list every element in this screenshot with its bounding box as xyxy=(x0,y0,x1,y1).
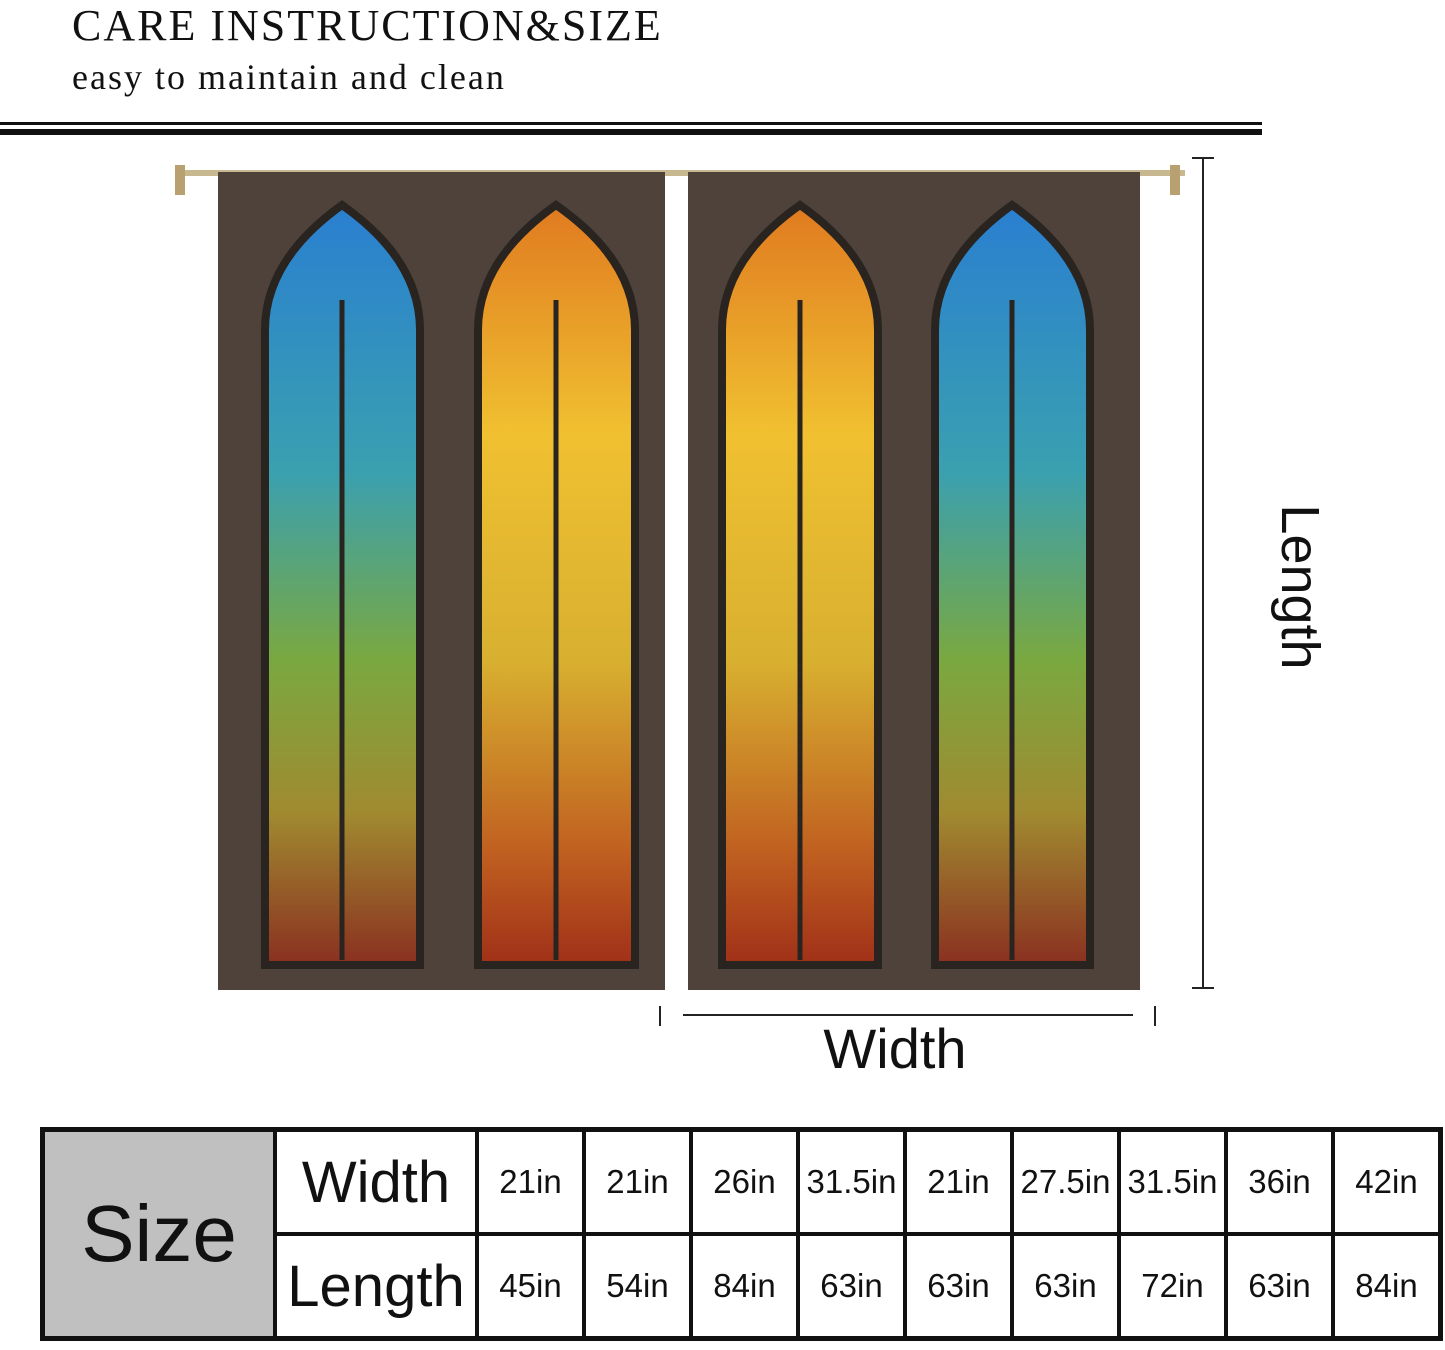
length-cell: 84in xyxy=(689,1232,800,1341)
width-cell: 21in xyxy=(903,1127,1014,1236)
width-row-label: Width xyxy=(273,1127,479,1236)
width-label: Width xyxy=(823,1017,967,1080)
size-table: Size Width 21in 21in 26in 31.5in 21in 27… xyxy=(40,1127,1443,1341)
width-cell: 27.5in xyxy=(1010,1127,1121,1236)
page-subtitle: easy to maintain and clean xyxy=(72,57,506,97)
length-row-label: Length xyxy=(273,1232,479,1341)
length-dimension-line xyxy=(1192,157,1214,989)
length-cell: 63in xyxy=(903,1232,1014,1341)
table-row: Length 45in 54in 84in 63in 63in 63in 72i… xyxy=(43,1232,1443,1341)
curtain-rod xyxy=(175,165,1185,195)
width-cell: 26in xyxy=(689,1127,800,1236)
size-header: Size xyxy=(40,1127,277,1341)
curtain-panel-left xyxy=(218,172,665,990)
width-cell: 36in xyxy=(1224,1127,1335,1236)
width-cell: 21in xyxy=(475,1127,586,1236)
length-cell: 63in xyxy=(1010,1232,1121,1341)
width-cell: 31.5in xyxy=(796,1127,907,1236)
width-cell: 31.5in xyxy=(1117,1127,1228,1236)
width-cell: 21in xyxy=(582,1127,693,1236)
length-cell: 63in xyxy=(796,1232,907,1341)
length-label: Length xyxy=(1270,504,1330,670)
divider xyxy=(0,129,1262,135)
table-row: Size Width 21in 21in 26in 31.5in 21in 27… xyxy=(40,1127,1443,1341)
width-dimension-line xyxy=(659,1006,1156,1026)
length-cell: 45in xyxy=(475,1232,586,1341)
length-cell: 72in xyxy=(1117,1232,1228,1341)
width-cell: 42in xyxy=(1331,1127,1443,1236)
curtain-illustration xyxy=(175,157,1214,1026)
curtain-panel-right xyxy=(688,172,1140,990)
divider xyxy=(0,122,1262,125)
length-cell: 84in xyxy=(1331,1232,1443,1341)
page-title: CARE INSTRUCTION&SIZE xyxy=(72,1,663,50)
length-cell: 63in xyxy=(1224,1232,1335,1341)
length-cell: 54in xyxy=(582,1232,693,1341)
